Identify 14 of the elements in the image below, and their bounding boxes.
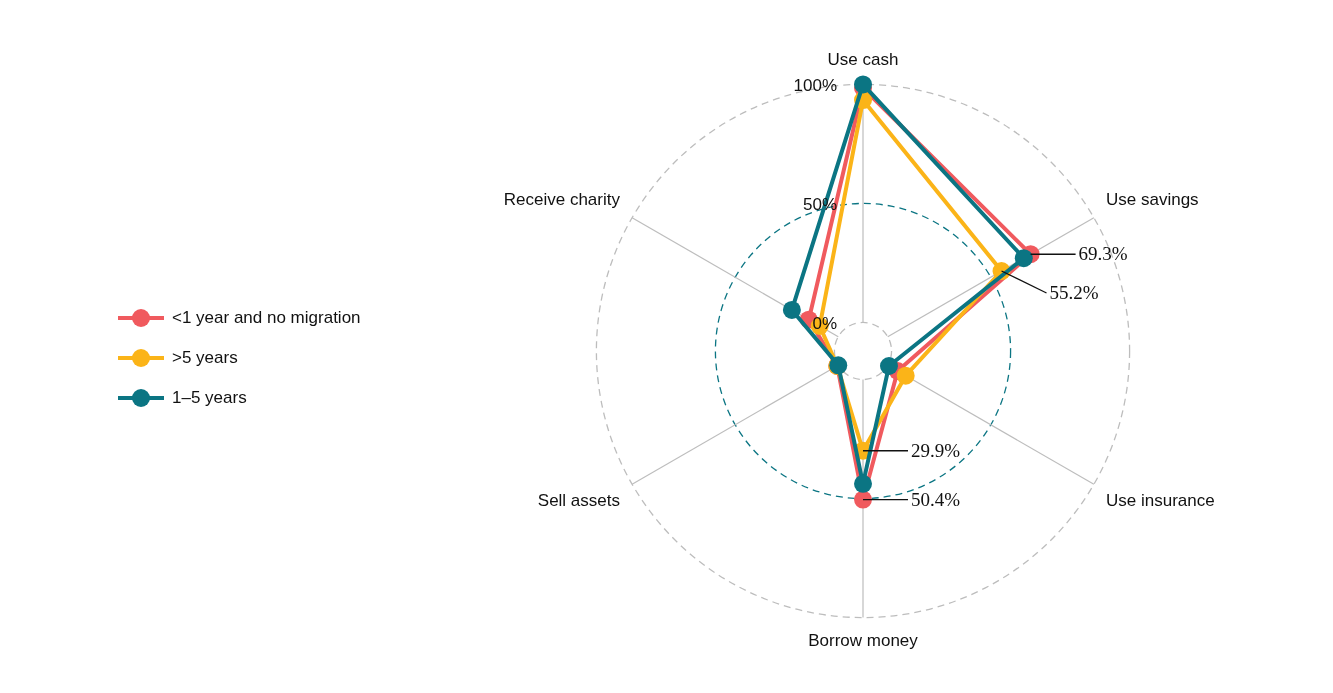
spoke-label: Use savings — [1106, 190, 1199, 210]
data-label: 69.3% — [1078, 243, 1128, 265]
legend-label: <1 year and no migration — [172, 308, 361, 328]
spoke-label: Receive charity — [503, 190, 621, 210]
spoke-label: Borrow money — [808, 631, 919, 651]
y-tick-label: 100% — [793, 76, 837, 96]
legend-label: 1–5 years — [172, 388, 247, 408]
data-label: 50.4% — [911, 488, 961, 510]
spoke-label: Use cash — [827, 49, 899, 69]
data-label: 55.2% — [1049, 282, 1099, 303]
legend-label: >5 years — [172, 348, 238, 368]
spoke-label: Use insurance — [1106, 491, 1215, 511]
data-label: 29.9% — [911, 439, 961, 461]
spoke-label: Sell assets — [537, 491, 620, 511]
